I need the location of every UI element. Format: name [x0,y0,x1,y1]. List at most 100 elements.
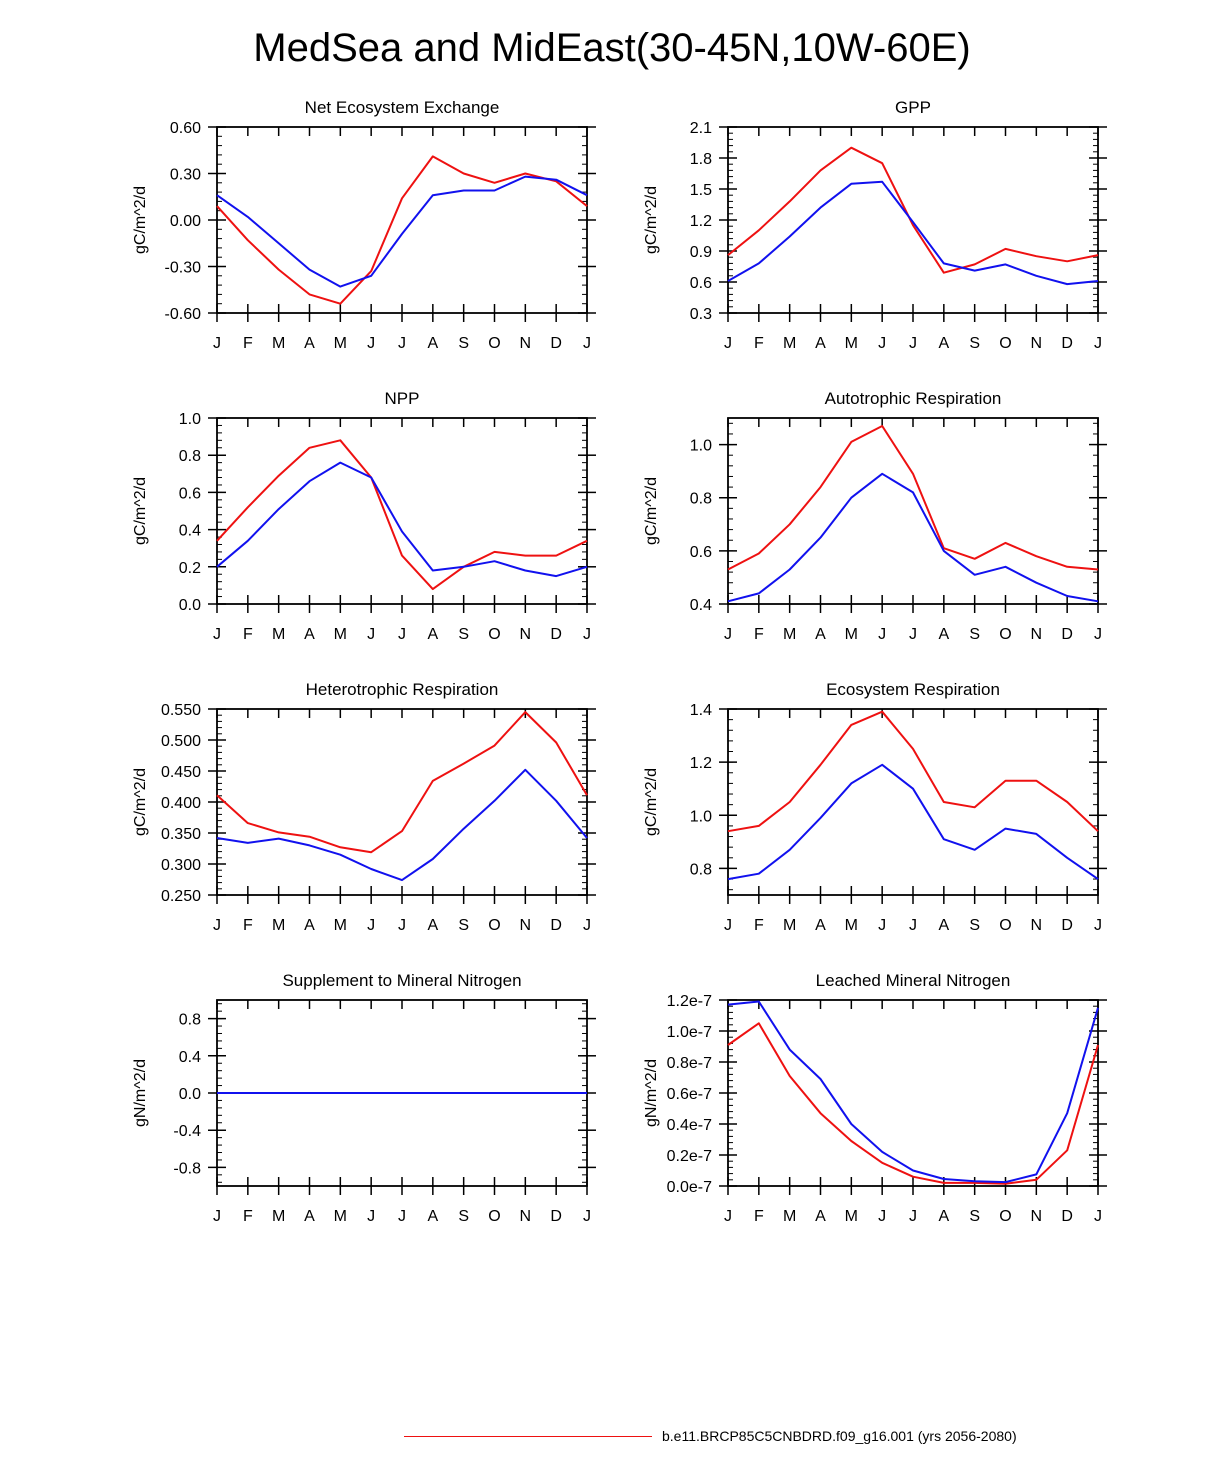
x-tick-label: O [488,626,500,643]
y-tick-label: -0.30 [165,260,202,277]
x-tick-label: J [213,626,221,643]
x-tick-label: A [815,917,826,934]
y-tick-label: 1.0e-7 [667,1024,712,1041]
chart-panel-6: J F M A M J J A S O N D J 0.8 1.0 1.2 1.4 gC/m^2/d Ecosyst… [643,680,1107,934]
x-tick-label: A [304,626,315,643]
y-tick-label: 0.9 [690,244,712,261]
y-tick-label: 0.3 [690,306,712,323]
x-tick-label: O [488,917,500,934]
x-tick-label: N [520,917,532,934]
x-tick-label: O [999,335,1011,352]
x-tick-label: A [427,917,438,934]
x-tick-label: A [427,1208,438,1225]
x-tick-label: J [724,917,732,934]
x-tick-label: J [724,335,732,352]
y-tick-label: 1.5 [690,182,712,199]
x-tick-label: M [783,335,796,352]
y-tick-label: -0.4 [173,1123,201,1140]
y-tick-label: 0.4e-7 [667,1117,712,1134]
x-tick-label: D [1061,626,1073,643]
chart-panel-2: J F M A M J J A S O N D J 0.3 0.6 0.9 1.2 1.5 1.8 2.1 gC/m^2… [643,98,1107,352]
y-tick-label: 0.8 [690,491,712,508]
x-tick-label: J [909,335,917,352]
y-tick-label: 1.2 [690,213,712,230]
x-tick-label: J [213,917,221,934]
x-tick-label: N [520,626,532,643]
x-tick-label: M [845,917,858,934]
x-tick-label: M [845,626,858,643]
series-line-blue [216,461,588,578]
x-tick-label: M [272,626,285,643]
y-axis-label: gC/m^2/d [132,477,149,545]
y-tick-label: 1.0 [179,411,201,428]
x-tick-label: S [458,335,469,352]
x-tick-label: J [398,1208,406,1225]
y-tick-label: -0.60 [165,306,202,323]
x-tick-label: D [1061,1208,1073,1225]
y-tick-label: -0.8 [173,1160,201,1177]
x-tick-label: D [550,626,562,643]
series-line-red [216,711,588,854]
x-tick-label: D [550,335,562,352]
x-tick-label: F [754,335,764,352]
x-tick-label: J [583,917,591,934]
x-tick-label: A [815,626,826,643]
x-tick-label: M [334,917,347,934]
y-axis-label: gC/m^2/d [643,477,660,545]
x-tick-label: F [243,917,253,934]
x-tick-label: J [1094,1208,1102,1225]
plot-frame [727,999,1099,1187]
plot-frame [727,708,1099,896]
plot-frame [216,126,588,314]
y-tick-label: 0.300 [161,857,201,874]
x-tick-label: S [458,626,469,643]
x-tick-label: J [909,1208,917,1225]
y-tick-label: 0.550 [161,702,201,719]
panel-title: NPP [385,389,420,408]
y-tick-label: 0.400 [161,795,201,812]
x-tick-label: N [1031,626,1043,643]
panel-title: Supplement to Mineral Nitrogen [282,971,521,990]
x-tick-label: M [783,917,796,934]
plot-frame [216,417,588,605]
x-tick-label: N [520,1208,532,1225]
series-line-blue [216,768,588,882]
y-tick-label: 0.0 [179,597,201,614]
panel-title: Net Ecosystem Exchange [305,98,500,117]
x-tick-label: O [999,626,1011,643]
y-axis-label: gC/m^2/d [132,768,149,836]
y-axis-label: gC/m^2/d [643,768,660,836]
series-line-blue [727,763,1099,881]
x-tick-label: S [458,1208,469,1225]
y-tick-label: 0.8e-7 [667,1055,712,1072]
x-tick-label: J [398,335,406,352]
x-tick-label: A [304,1208,315,1225]
y-tick-label: 0.8 [179,1012,201,1029]
x-tick-label: J [398,626,406,643]
x-tick-label: M [845,1208,858,1225]
x-tick-label: A [427,335,438,352]
y-tick-label: 0.8 [179,448,201,465]
x-tick-label: N [1031,335,1043,352]
y-tick-label: 0.350 [161,826,201,843]
x-tick-label: J [878,1208,886,1225]
y-tick-label: 1.8 [690,151,712,168]
series-line-red [727,425,1099,571]
x-tick-label: F [754,917,764,934]
panel-title: Heterotrophic Respiration [306,680,499,699]
y-tick-label: 0.2 [179,560,201,577]
plot-frame [216,708,588,896]
x-tick-label: S [969,335,980,352]
x-tick-label: M [272,335,285,352]
x-tick-label: M [334,335,347,352]
x-tick-label: S [458,917,469,934]
x-tick-label: A [938,1208,949,1225]
x-tick-label: J [1094,917,1102,934]
y-tick-label: 1.4 [690,702,712,719]
chart-panel-8: J F M A M J J A S O N D J 0.0e-7 0.2e-7 0.4e-7 0.6e-7 0.8… [643,971,1107,1225]
x-tick-label: S [969,626,980,643]
x-tick-label: J [367,917,375,934]
y-tick-label: 0.4 [179,523,201,540]
y-tick-label: 0.0 [179,1086,201,1103]
x-tick-label: S [969,917,980,934]
